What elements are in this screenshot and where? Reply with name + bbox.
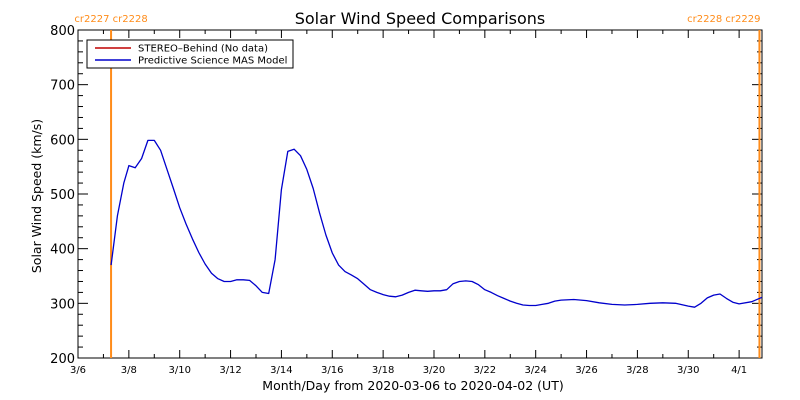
carrington-marker-label: cr2228 cr2229 bbox=[687, 14, 760, 25]
x-tick-label: 3/20 bbox=[423, 365, 445, 376]
y-tick-label: 200 bbox=[50, 352, 75, 367]
x-tick-label: 3/16 bbox=[321, 365, 343, 376]
x-axis-label: Month/Day from 2020-03-06 to 2020-04-02 … bbox=[262, 378, 563, 393]
x-tick-label: 3/26 bbox=[575, 365, 597, 376]
y-tick-label: 500 bbox=[50, 188, 75, 203]
chart-title: Solar Wind Speed Comparisons bbox=[295, 9, 546, 28]
legend-label-mas-model: Predictive Science MAS Model bbox=[138, 56, 287, 67]
y-tick-label: 400 bbox=[50, 243, 75, 258]
x-tick-label: 3/24 bbox=[524, 365, 546, 376]
y-tick-label: 700 bbox=[50, 79, 75, 94]
y-axis-label: Solar Wind Speed (km/s) bbox=[29, 119, 44, 273]
x-axis-ticks: 3/6 3/8 3/10 3/12 3/14 3/16 3/18 3/20 3/22 3/24 3/… bbox=[70, 30, 747, 376]
x-tick-label: 3/6 bbox=[70, 365, 86, 376]
x-tick-label: 3/30 bbox=[677, 365, 699, 376]
series-line-mas-model bbox=[110, 139, 763, 308]
x-tick-label: 3/10 bbox=[168, 365, 190, 376]
x-tick-label: 3/12 bbox=[219, 365, 241, 376]
x-tick-label: 3/8 bbox=[121, 365, 137, 376]
y-tick-label: 600 bbox=[50, 133, 75, 148]
x-tick-label: 4/1 bbox=[731, 365, 747, 376]
carrington-rotation-markers bbox=[110, 30, 761, 358]
carrington-marker-label: cr2227 cr2228 bbox=[74, 14, 147, 25]
legend: STEREO–Behind (No data) Predictive Scien… bbox=[86, 39, 294, 69]
x-tick-label: 3/28 bbox=[626, 365, 648, 376]
x-tick-label: 3/22 bbox=[474, 365, 496, 376]
y-tick-label: 800 bbox=[50, 24, 75, 39]
carrington-rotation-labels: cr2227 cr2228 cr2228 cr2229 bbox=[74, 14, 760, 25]
y-tick-label: 300 bbox=[50, 297, 75, 312]
series-layer bbox=[110, 139, 763, 308]
x-tick-label: 3/14 bbox=[270, 365, 292, 376]
legend-box bbox=[86, 39, 294, 69]
legend-label-stereo: STEREO–Behind (No data) bbox=[138, 44, 268, 55]
x-tick-label: 3/18 bbox=[372, 365, 394, 376]
